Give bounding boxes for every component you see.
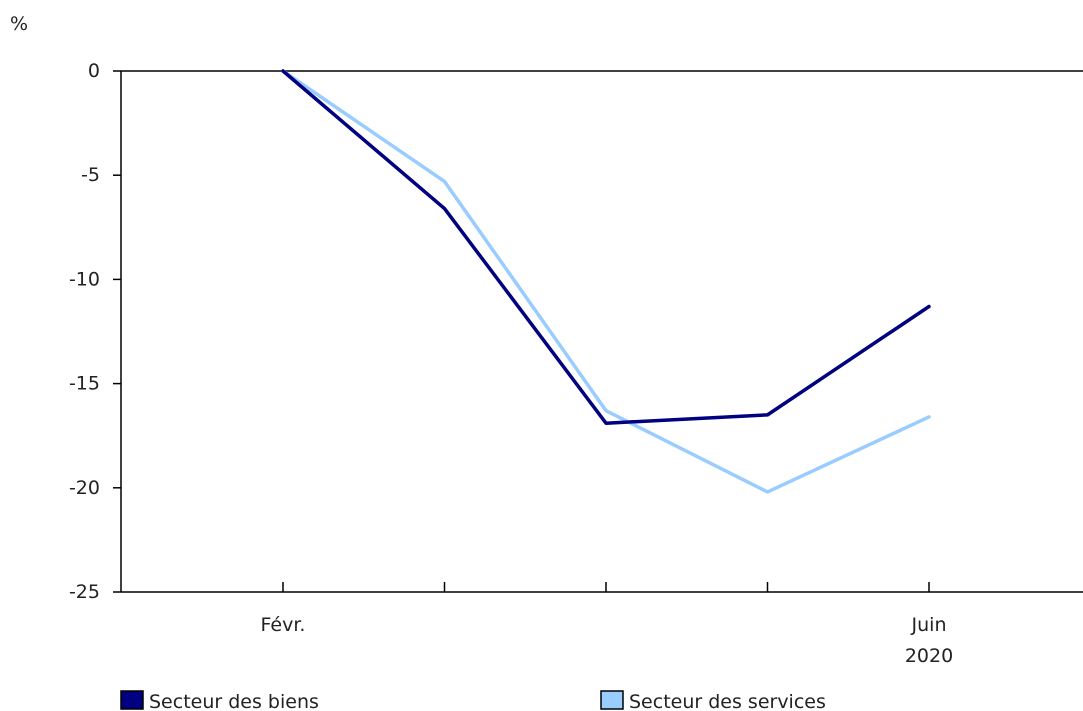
series-line <box>281 69 931 494</box>
y-tick-label: 0 <box>88 60 100 82</box>
series-lines <box>281 69 931 494</box>
x-tick-label: Févr. <box>261 614 306 636</box>
y-tick-label: -10 <box>69 268 100 290</box>
y-tick-label: -20 <box>69 477 100 499</box>
y-axis-unit-label: % <box>10 13 28 35</box>
legend-swatch <box>600 690 624 710</box>
y-tick-label: -25 <box>69 581 100 603</box>
x-tick-label: Juin <box>911 614 947 636</box>
x-axis-year-label: 2020 <box>905 645 953 667</box>
series-line <box>281 69 931 425</box>
y-tick-label: -5 <box>81 164 100 186</box>
y-axis: 0 -5 -10 -15 -20 -25 <box>69 60 121 603</box>
legend-label: Secteur des services <box>629 691 826 711</box>
legend-swatch <box>120 690 144 710</box>
legend: Secteur des biens Secteur des services <box>120 690 826 711</box>
legend-label: Secteur des biens <box>149 691 319 711</box>
x-axis: Févr. Juin <box>261 582 947 636</box>
y-tick-label: -15 <box>69 373 100 395</box>
